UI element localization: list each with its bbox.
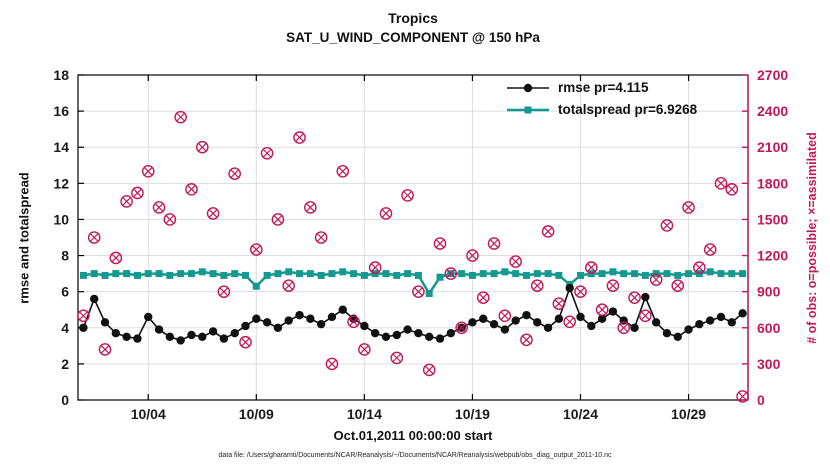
y-right-tick-label: 300	[757, 356, 781, 372]
axes-box	[77, 74, 749, 401]
legend-entry-rmse: rmse pr=4.115	[505, 80, 697, 95]
x-axis-label: Oct.01,2011 00:00:00 start	[333, 428, 493, 443]
series-rmse	[79, 283, 747, 345]
data-file-caption: data file: /Users/gharamti/Documents/NCA…	[218, 452, 612, 459]
y-left-tick-label: 2	[61, 356, 69, 372]
series-totalspread	[79, 268, 747, 297]
x-tick-label: 10/29	[671, 406, 706, 422]
y-right-tick-label: 0	[757, 392, 765, 408]
x-tick-label: 10/04	[131, 406, 166, 422]
x-tick-label: 10/19	[455, 406, 490, 422]
x-tick-label: 10/24	[563, 406, 598, 422]
y-left-tick-label: 12	[53, 175, 69, 191]
y-right-tick-label: 1500	[757, 211, 788, 227]
y-left-tick-label: 0	[61, 392, 69, 408]
legend-marker-totalspread-icon	[507, 106, 549, 113]
y-left-tick-label: 14	[53, 139, 69, 155]
x-tick-label: 10/09	[239, 406, 274, 422]
y-left-tick-label: 8	[61, 248, 69, 264]
legend-entry-totalspread: totalspread pr=6.9268	[505, 102, 697, 117]
y-axis-left: 0 2 4 6 8 10 12 14 16 18	[53, 67, 84, 408]
y-right-tick-label: 900	[757, 284, 781, 300]
x-tick-label: 10/14	[347, 406, 382, 422]
y-left-tick-label: 18	[53, 67, 69, 83]
y-right-tick-label: 1200	[757, 248, 788, 264]
chart-subtitle: SAT_U_WIND_COMPONENT @ 150 hPa	[286, 30, 540, 45]
y-axis-label-left: rmse and totalspread	[16, 172, 32, 304]
legend-label-totalspread: totalspread pr=6.9268	[558, 102, 698, 117]
y-axis-label-right: # of obs: o=possible; ×=assimilated	[805, 132, 819, 344]
y-left-tick-label: 16	[53, 103, 69, 119]
y-right-tick-label: 2400	[757, 103, 788, 119]
y-right-tick-label: 1800	[757, 175, 788, 191]
legend: rmse pr=4.115 totalspread pr=6.9268	[505, 80, 697, 124]
y-left-tick-label: 4	[61, 320, 69, 336]
y-axis-right: 0 300 600 900 1200 1500 1800 2100 2400 2700	[742, 67, 788, 408]
chart-title: Tropics	[388, 10, 438, 26]
legend-marker-rmse-icon	[507, 83, 549, 92]
y-left-tick-label: 6	[61, 284, 69, 300]
y-left-tick-label: 10	[53, 211, 69, 227]
legend-label-rmse: rmse pr=4.115	[558, 80, 649, 95]
y-right-tick-label: 2700	[757, 67, 788, 83]
x-axis: 10/04 10/09 10/14 10/19 10/24 10/29	[131, 75, 706, 422]
y-right-tick-label: 2100	[757, 139, 788, 155]
series-observations	[77, 110, 749, 403]
y-right-tick-label: 600	[757, 320, 781, 336]
